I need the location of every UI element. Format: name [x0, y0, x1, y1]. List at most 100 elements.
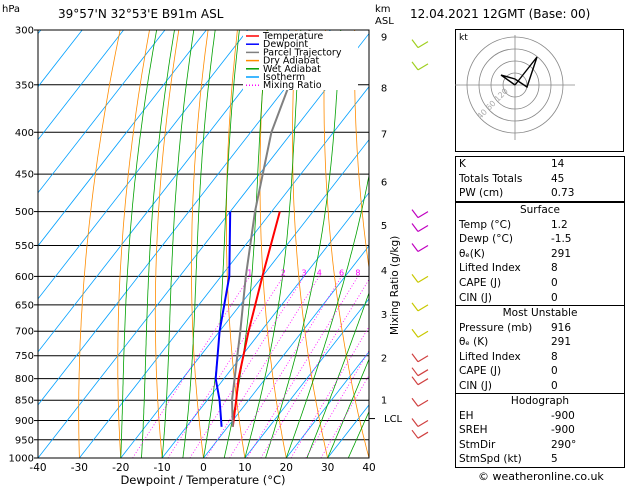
- isotherm-line: [38, 30, 83, 88]
- isotherm-line: [38, 30, 331, 406]
- wind-barb-flag: [411, 328, 419, 338]
- index-row: StmSpd (kt) 5: [456, 452, 624, 467]
- wind-barb: [417, 431, 429, 439]
- mixing-ratio-label: 2: [281, 268, 286, 277]
- wind-barb-flag: [411, 367, 419, 377]
- y-tick-label: 500: [15, 207, 34, 218]
- index-label: CAPE (J): [459, 276, 502, 289]
- isotherm-line: [79, 86, 369, 458]
- dry-adiabat-line: [117, 30, 150, 458]
- y-tick-label: 750: [15, 351, 34, 362]
- mixing-ratio-line: [132, 276, 251, 458]
- mixing-ratio-label: 3: [301, 268, 306, 277]
- km-tick-label: 7: [381, 130, 387, 141]
- credit-text: © weatheronline.co.uk: [478, 470, 604, 483]
- y-tick-label: 850: [15, 396, 34, 407]
- asl-unit-label: ASL: [375, 16, 394, 27]
- y-tick-label: 900: [15, 416, 34, 427]
- x-tick-label: 0: [200, 462, 207, 474]
- mixing-ratio-line: [205, 276, 320, 458]
- wind-barb: [417, 41, 429, 49]
- index-value: 1.2: [551, 218, 568, 231]
- wind-barb-flag: [411, 209, 419, 218]
- km-tick-label: 1: [381, 395, 387, 406]
- index-row: Lifted Index 8: [456, 350, 624, 365]
- index-label: SREH: [459, 424, 488, 437]
- index-label: Dewp (°C): [459, 233, 513, 246]
- wet-adiabat-line: [265, 30, 342, 458]
- wet-adiabat-line: [120, 30, 157, 458]
- wet-adiabat-line: [347, 410, 369, 458]
- wet-adiabat-line: [182, 30, 216, 458]
- mixing-ratio-line: [189, 276, 305, 458]
- index-value: 916: [551, 321, 572, 334]
- dry-adiabat-line: [292, 30, 328, 458]
- dry-adiabat-line: [154, 30, 180, 458]
- index-value: 8: [551, 262, 558, 275]
- index-label: K: [459, 158, 466, 170]
- isotherm-line: [38, 32, 369, 458]
- isotherm-line: [38, 30, 166, 194]
- mixing-ratio-line: [229, 276, 342, 458]
- isotherm-line: [120, 139, 369, 458]
- wind-barb: [417, 211, 429, 219]
- isotherm-line: [38, 30, 124, 141]
- wet-adiabat-line: [327, 358, 369, 458]
- y-tick-label: 950: [15, 435, 34, 446]
- index-row: K 14: [456, 157, 624, 172]
- index-row: Totals Totals 45: [456, 172, 624, 187]
- y-tick-label: 550: [15, 241, 34, 252]
- wet-adiabat-line: [141, 30, 175, 458]
- x-tick-label: -30: [71, 462, 88, 474]
- dry-adiabat-line: [259, 30, 287, 458]
- index-label: StmSpd (kt): [459, 453, 522, 466]
- wind-barb-flag: [411, 61, 419, 71]
- mixing-ratio-label: 6: [339, 268, 344, 277]
- index-value: 0: [551, 291, 558, 304]
- index-label: θₑ (K): [459, 336, 489, 349]
- index-value: -1.5: [551, 233, 572, 246]
- index-value: -900: [551, 409, 575, 422]
- dry-adiabat-line: [226, 30, 246, 458]
- wind-barb: [417, 378, 429, 386]
- index-label: EH: [459, 409, 474, 422]
- index-label: Temp (°C): [459, 218, 512, 231]
- pressure-unit-label: hPa: [2, 4, 21, 15]
- index-label: CIN (J): [459, 379, 492, 392]
- wind-barb-flag: [411, 418, 419, 427]
- wind-barb: [417, 369, 429, 377]
- index-label: CAPE (J): [459, 365, 502, 378]
- wind-barb-flag: [411, 429, 419, 439]
- legend-item-label: Dewpoint: [263, 39, 308, 50]
- index-row: PW (cm) 0.73: [456, 186, 624, 201]
- mixing-ratio-line: [167, 276, 284, 458]
- index-value: 0: [551, 276, 558, 289]
- mixing-ratio-label: 8: [355, 268, 360, 277]
- wind-barb: [417, 244, 429, 252]
- datetime-title: 12.04.2021 12GMT (Base: 00): [410, 7, 591, 21]
- wind-barb-flag: [411, 274, 419, 283]
- surface-panel: Surface Temp (°C) 1.2 Dewp (°C) -1.5 θₑ(K) 291…: [455, 202, 625, 307]
- mixing-ratio-label: 4: [317, 268, 322, 277]
- legend-item-label: Temperature: [262, 31, 323, 42]
- index-value: 291: [551, 336, 572, 349]
- wind-barb: [417, 275, 429, 283]
- y-tick-label: 400: [15, 128, 34, 139]
- x-tick-label: 40: [362, 462, 375, 474]
- wind-barb: [417, 399, 429, 407]
- legend-item-label: Dry Adiabat: [263, 56, 320, 67]
- location-title: 39°57'N 32°53'E B91m ASL: [58, 7, 224, 21]
- panel-title: Most Unstable: [502, 307, 578, 319]
- index-value: 5: [551, 453, 558, 466]
- panel-title: Surface: [519, 204, 560, 216]
- isotherm-line: [38, 30, 249, 300]
- index-value: 0: [551, 379, 558, 392]
- index-value: 0: [551, 365, 558, 378]
- km-tick-label: 2: [381, 354, 387, 365]
- wet-adiabat-line: [161, 30, 195, 458]
- index-label: Lifted Index: [459, 350, 521, 363]
- wind-barb: [417, 63, 429, 71]
- mixing-ratio-line: [246, 276, 359, 458]
- index-value: 290°: [551, 438, 577, 451]
